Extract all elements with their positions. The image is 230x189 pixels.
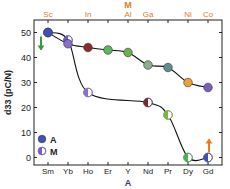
x-tick (128, 162, 129, 165)
data-point (84, 88, 93, 97)
x2-tick-label: Al (124, 10, 131, 19)
data-point (204, 153, 213, 162)
x-tick (108, 162, 109, 165)
y-tick-label: 10 (21, 128, 31, 138)
x-tick-label: Er (104, 167, 112, 176)
x2-tick-label: Sc (43, 10, 52, 19)
x2-tick (48, 20, 49, 23)
data-point (44, 28, 53, 37)
data-point (184, 78, 193, 87)
data-point (144, 61, 153, 70)
data-point (44, 28, 53, 37)
legend-label: M (50, 147, 58, 157)
x2-tick (148, 20, 149, 23)
x-tick (168, 162, 169, 165)
x-tick-label: Pr (164, 167, 172, 176)
data-point (164, 111, 173, 120)
data-point (164, 63, 173, 72)
chart: 0 10 20 30 40 50 Sm Yb Ho Er Y Nd Pr Dy Gd Sc In Al Ga Ni Co… (0, 0, 230, 189)
x-tick (88, 162, 89, 165)
data-point (64, 39, 73, 48)
x2-tick (88, 20, 89, 23)
plot-area (44, 28, 213, 162)
y-tick (219, 107, 222, 108)
x-tick (148, 162, 149, 165)
legend-marker (38, 135, 46, 143)
x-tick (48, 162, 49, 165)
y-tick-label: 0 (26, 153, 31, 163)
y-tick (34, 32, 37, 33)
x2-tick-label: Ni (184, 10, 192, 19)
x2-tick (68, 20, 69, 23)
y-tick (219, 132, 222, 133)
x2-label: M (124, 0, 132, 10)
x-tick-label: Nd (143, 167, 153, 176)
x2-tick (128, 20, 129, 23)
data-point (124, 48, 133, 57)
legend-marker (38, 147, 46, 155)
x2-tick-label: Ga (143, 10, 154, 19)
x2-tick (108, 20, 109, 23)
x2-tick-label: Co (203, 10, 214, 19)
y-tick-label: 40 (21, 53, 31, 63)
x2-tick (168, 20, 169, 23)
legend: AM (38, 135, 57, 157)
plot-frame (34, 20, 222, 165)
y-tick (34, 57, 37, 58)
x-tick-label: Y (125, 167, 131, 176)
x-tick (68, 162, 69, 165)
y-tick (219, 32, 222, 33)
data-point (104, 46, 113, 55)
x-tick-label: Sm (42, 167, 54, 176)
legend-label: A (50, 135, 57, 145)
y-tick (219, 82, 222, 83)
y-tick (219, 57, 222, 58)
x-tick-label: Yb (63, 167, 73, 176)
x-tick-label: Gd (203, 167, 214, 176)
arrow (38, 37, 45, 51)
x2-tick (208, 20, 209, 23)
series-line (48, 33, 208, 161)
y-tick (34, 82, 37, 83)
y-tick-label: 50 (21, 28, 31, 38)
x-tick (188, 162, 189, 165)
data-point (204, 83, 213, 92)
x-tick-label: Dy (183, 167, 193, 176)
y-label: d33 (pC/N) (3, 70, 13, 115)
y-tick-label: 30 (21, 78, 31, 88)
series-line (48, 33, 208, 88)
y-tick (34, 107, 37, 108)
x-label: A (125, 178, 132, 188)
data-point (184, 153, 193, 162)
y-tick-label: 20 (21, 103, 31, 113)
data-point (84, 43, 93, 52)
y-tick (219, 157, 222, 158)
y-tick (34, 157, 37, 158)
x-tick (208, 162, 209, 165)
x2-tick-label: In (85, 10, 92, 19)
x2-tick (188, 20, 189, 23)
x-tick-label: Ho (83, 167, 94, 176)
arrow (206, 139, 213, 153)
y-tick (34, 132, 37, 133)
data-point (144, 98, 153, 107)
